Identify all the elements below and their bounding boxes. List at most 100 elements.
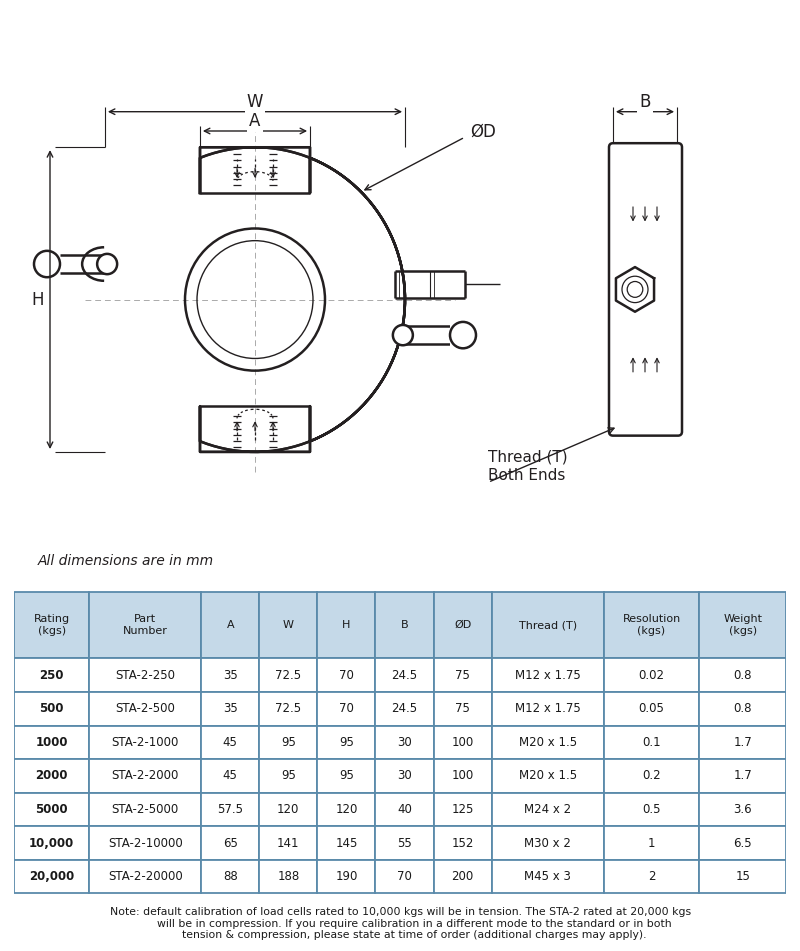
Text: 24.5: 24.5 (391, 669, 418, 682)
Bar (699, 592, 786, 658)
Bar (604, 759, 699, 793)
Text: 15: 15 (735, 870, 750, 883)
Bar (434, 692, 492, 726)
Text: 72.5: 72.5 (275, 702, 302, 715)
Bar (201, 759, 259, 793)
Text: STA-2-1000: STA-2-1000 (111, 736, 179, 748)
Text: 120: 120 (277, 803, 299, 816)
Bar (375, 726, 434, 759)
Bar (492, 592, 604, 658)
Text: Both Ends: Both Ends (488, 468, 566, 483)
Text: 75: 75 (455, 669, 470, 682)
Text: 65: 65 (222, 837, 238, 849)
Text: 10,000: 10,000 (29, 837, 74, 849)
Bar (434, 759, 492, 793)
Text: 190: 190 (335, 870, 358, 883)
Text: Note: default calibration of load cells rated to 10,000 kgs will be in tension. : Note: default calibration of load cells … (110, 907, 691, 941)
Text: M12 x 1.75: M12 x 1.75 (515, 669, 581, 682)
Bar (14, 658, 89, 692)
Bar (201, 726, 259, 759)
Bar (450, 324, 463, 345)
Text: Rating
(kgs): Rating (kgs) (34, 614, 70, 636)
Bar (89, 726, 201, 759)
Bar (699, 793, 786, 826)
Bar (201, 860, 259, 893)
Text: 45: 45 (222, 736, 238, 748)
Text: 2: 2 (648, 870, 655, 883)
Text: A: A (250, 112, 261, 130)
Bar (201, 592, 259, 658)
Bar (89, 826, 201, 860)
Text: B: B (639, 92, 650, 110)
Bar (492, 692, 604, 726)
Bar (89, 692, 201, 726)
Text: 40: 40 (397, 803, 412, 816)
Text: 0.05: 0.05 (638, 702, 665, 715)
Text: 3.6: 3.6 (734, 803, 752, 816)
Text: All dimensions are in mm: All dimensions are in mm (38, 553, 214, 568)
Text: 72.5: 72.5 (275, 669, 302, 682)
Text: 0.1: 0.1 (642, 736, 661, 748)
Text: 0.5: 0.5 (642, 803, 661, 816)
Bar (259, 826, 318, 860)
Bar (318, 592, 375, 658)
Text: 55: 55 (397, 837, 412, 849)
Bar (89, 658, 201, 692)
Bar (14, 592, 89, 658)
Bar (375, 793, 434, 826)
Text: 1: 1 (648, 837, 655, 849)
Bar (699, 726, 786, 759)
Text: 70: 70 (339, 669, 354, 682)
Bar (492, 860, 604, 893)
Bar (604, 592, 699, 658)
Bar (259, 793, 318, 826)
Circle shape (393, 325, 413, 345)
Bar (318, 726, 375, 759)
Bar (492, 759, 604, 793)
Bar (318, 658, 375, 692)
Text: 5000: 5000 (35, 803, 68, 816)
Bar (259, 692, 318, 726)
Bar (699, 692, 786, 726)
Text: M20 x 1.5: M20 x 1.5 (518, 736, 577, 748)
Text: 200: 200 (451, 870, 474, 883)
Text: 35: 35 (223, 669, 238, 682)
Bar (89, 592, 201, 658)
Text: STA-2-20000: STA-2-20000 (108, 870, 182, 883)
Text: 2000: 2000 (35, 769, 68, 783)
Text: Part
Number: Part Number (122, 614, 167, 636)
Text: 95: 95 (339, 769, 354, 783)
Text: 120: 120 (335, 803, 358, 816)
Bar (318, 860, 375, 893)
Bar (434, 860, 492, 893)
Bar (14, 860, 89, 893)
Bar (375, 692, 434, 726)
Bar (318, 692, 375, 726)
Circle shape (97, 254, 117, 274)
Bar (318, 793, 375, 826)
Text: 70: 70 (397, 870, 412, 883)
Text: STA-2-250: STA-2-250 (115, 669, 175, 682)
Text: 145: 145 (335, 837, 358, 849)
Text: 95: 95 (281, 769, 296, 783)
Text: 152: 152 (451, 837, 474, 849)
Text: 95: 95 (339, 736, 354, 748)
Text: 0.8: 0.8 (734, 669, 752, 682)
Text: H: H (32, 291, 44, 308)
Text: M12 x 1.75: M12 x 1.75 (515, 702, 581, 715)
Bar (259, 592, 318, 658)
Text: 70: 70 (339, 702, 354, 715)
Bar (492, 793, 604, 826)
Text: Thread (T): Thread (T) (488, 450, 568, 464)
Text: 100: 100 (451, 769, 474, 783)
Text: M20 x 1.5: M20 x 1.5 (518, 769, 577, 783)
Bar (375, 658, 434, 692)
Bar (375, 759, 434, 793)
Text: 250: 250 (39, 669, 64, 682)
Bar (434, 658, 492, 692)
Text: 1.7: 1.7 (734, 736, 752, 748)
Bar (699, 860, 786, 893)
Bar (604, 826, 699, 860)
Text: 30: 30 (397, 736, 412, 748)
Text: Thread (T): Thread (T) (518, 620, 577, 631)
